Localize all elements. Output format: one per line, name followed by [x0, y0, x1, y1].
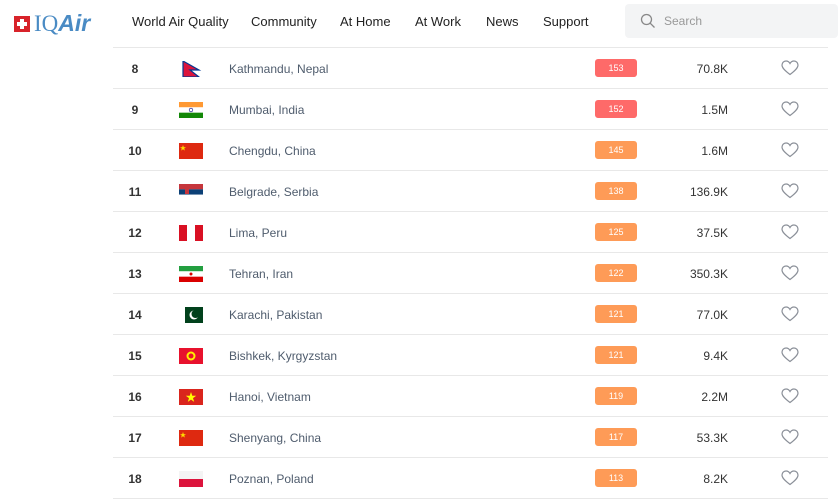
city-link[interactable]: Shenyang, China	[229, 431, 322, 445]
aqi-badge: 125	[595, 223, 637, 241]
rank: 12	[128, 226, 142, 240]
city-link[interactable]: Kathmandu, Nepal	[229, 62, 329, 76]
heart-icon[interactable]	[781, 265, 799, 281]
followers-count: 77.0K	[696, 308, 728, 322]
rank: 14	[128, 308, 142, 322]
aqi-badge: 153	[595, 59, 637, 77]
heart-icon[interactable]	[781, 101, 799, 117]
heart-icon[interactable]	[781, 347, 799, 363]
followers-count: 1.5M	[701, 103, 728, 117]
flag-kyrgyzstan-icon	[179, 348, 203, 364]
heart-icon[interactable]	[781, 429, 799, 445]
aqi-badge: 138	[595, 182, 637, 200]
city-link[interactable]: Hanoi, Vietnam	[229, 390, 311, 404]
followers-count: 2.2M	[701, 390, 728, 404]
nav-news[interactable]: News	[486, 14, 519, 29]
nav-support[interactable]: Support	[543, 14, 589, 29]
rank: 18	[128, 472, 142, 486]
city-link[interactable]: Bishkek, Kyrgyzstan	[229, 349, 338, 363]
city-link[interactable]: Chengdu, China	[229, 144, 316, 158]
rank: 10	[128, 144, 142, 158]
search-icon	[640, 13, 655, 28]
table-row[interactable]: 18 Poznan, Poland 113 8.2K	[113, 458, 828, 499]
flag-china-icon	[179, 143, 203, 159]
heart-icon[interactable]	[781, 388, 799, 404]
search-input[interactable]: Search	[625, 4, 838, 38]
table-row[interactable]: 16 Hanoi, Vietnam 119 2.2M	[113, 376, 828, 417]
followers-count: 53.3K	[696, 431, 728, 445]
city-link[interactable]: Tehran, Iran	[229, 267, 294, 281]
header: IQAir World Air Quality Community At Hom…	[0, 0, 838, 44]
table-row[interactable]: 14 Karachi, Pakistan 121 77.0K	[113, 294, 828, 335]
nav-world-air-quality[interactable]: World Air Quality	[132, 14, 229, 29]
aqi-badge: 152	[595, 100, 637, 118]
rank: 15	[128, 349, 142, 363]
followers-count: 136.9K	[689, 185, 728, 199]
rank: 11	[128, 185, 142, 199]
city-link[interactable]: Karachi, Pakistan	[229, 308, 323, 322]
heart-icon[interactable]	[781, 60, 799, 76]
flag-pakistan-icon	[179, 307, 203, 323]
flag-nepal-icon	[182, 61, 202, 77]
table-row[interactable]: 9 Mumbai, India 152 1.5M	[113, 89, 828, 130]
iqair-logo[interactable]: IQAir	[14, 10, 90, 37]
followers-count: 70.8K	[696, 62, 728, 76]
flag-china-icon	[179, 430, 203, 446]
flag-peru-icon	[179, 225, 203, 241]
table-row[interactable]: 10 Chengdu, China 145 1.6M	[113, 130, 828, 171]
city-link[interactable]: Belgrade, Serbia	[229, 185, 319, 199]
table-row[interactable]: 15 Bishkek, Kyrgyzstan 121 9.4K	[113, 335, 828, 376]
table-row[interactable]: 11 Belgrade, Serbia 138 136.9K	[113, 171, 828, 212]
rank: 17	[128, 431, 142, 445]
flag-vietnam-icon	[179, 389, 203, 405]
heart-icon[interactable]	[781, 224, 799, 240]
followers-count: 350.3K	[689, 267, 728, 281]
flag-india-icon	[179, 102, 203, 118]
rank: 9	[131, 103, 139, 117]
flag-serbia-icon	[179, 184, 203, 200]
aqi-badge: 117	[595, 428, 637, 446]
followers-count: 9.4K	[703, 349, 728, 363]
city-link[interactable]: Lima, Peru	[229, 226, 288, 240]
aqi-badge: 119	[595, 387, 637, 405]
nav-community[interactable]: Community	[251, 14, 317, 29]
table-row[interactable]: 13 Tehran, Iran 122 350.3K	[113, 253, 828, 294]
city-ranking-table: 8 Kathmandu, Nepal 153 70.8K 9 Mumbai, I…	[113, 47, 828, 499]
heart-icon[interactable]	[781, 306, 799, 322]
heart-icon[interactable]	[781, 470, 799, 486]
aqi-badge: 113	[595, 469, 637, 487]
aqi-badge: 121	[595, 346, 637, 364]
nav-at-work[interactable]: At Work	[415, 14, 461, 29]
rank: 13	[128, 267, 142, 281]
city-link[interactable]: Poznan, Poland	[229, 472, 314, 486]
aqi-badge: 121	[595, 305, 637, 323]
rank: 16	[128, 390, 142, 404]
table-row[interactable]: 12 Lima, Peru 125 37.5K	[113, 212, 828, 253]
rank: 8	[131, 62, 139, 76]
followers-count: 8.2K	[703, 472, 728, 486]
aqi-badge: 145	[595, 141, 637, 159]
followers-count: 37.5K	[696, 226, 728, 240]
table-row[interactable]: 17 Shenyang, China 117 53.3K	[113, 417, 828, 458]
search-placeholder: Search	[664, 14, 703, 28]
city-link[interactable]: Mumbai, India	[229, 103, 305, 117]
followers-count: 1.6M	[701, 144, 728, 158]
table-row[interactable]: 8 Kathmandu, Nepal 153 70.8K	[113, 48, 828, 89]
flag-poland-icon	[179, 471, 203, 487]
flag-iran-icon	[179, 266, 203, 282]
nav-at-home[interactable]: At Home	[340, 14, 391, 29]
heart-icon[interactable]	[781, 142, 799, 158]
swiss-cross-icon	[14, 15, 30, 32]
aqi-badge: 122	[595, 264, 637, 282]
heart-icon[interactable]	[781, 183, 799, 199]
